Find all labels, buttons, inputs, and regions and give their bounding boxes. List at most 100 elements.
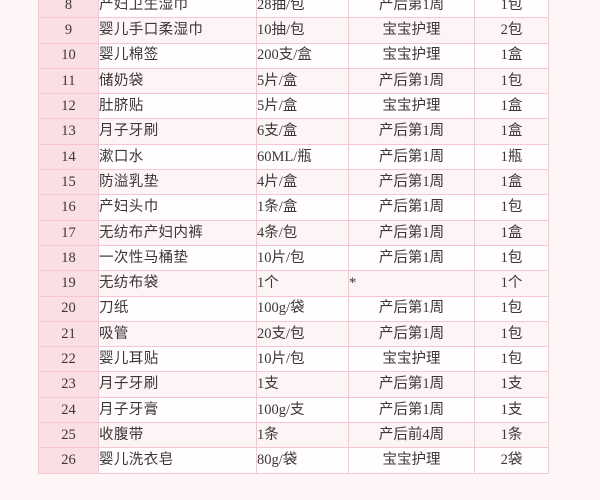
product-name-cell: 婴儿耳贴	[98, 346, 257, 373]
usage-timing-cell: 产后第1周	[348, 143, 475, 171]
usage-timing-cell: 产后第1周	[348, 219, 475, 246]
usage-timing-cell: 产后前4周	[348, 422, 475, 449]
usage-timing-cell: 产后第1周	[348, 194, 475, 221]
row-index-cell: 19	[38, 270, 99, 297]
usage-timing-cell: *	[348, 270, 475, 297]
product-name-cell: 月子牙刷	[98, 371, 257, 398]
quantity-cell: 1包	[474, 346, 549, 373]
quantity-cell: 1盒	[474, 42, 549, 69]
row-index-cell: 24	[38, 396, 99, 424]
table-row: 24 月子牙膏 100g/支 产后第1周 1支	[38, 396, 549, 424]
row-index-cell: 16	[38, 194, 99, 221]
quantity-cell: 1包	[474, 244, 549, 272]
table-row: 20 刀纸 100g/袋 产后第1周 1包	[38, 295, 549, 322]
usage-timing-cell: 产后第1周	[348, 118, 475, 145]
product-spec-cell: 5片/盒	[256, 67, 349, 95]
product-name-cell: 漱口水	[98, 143, 257, 171]
row-index-cell: 25	[38, 422, 99, 449]
row-index-cell: 17	[38, 219, 99, 246]
product-spec-cell: 20支/包	[256, 320, 349, 348]
product-table-body: 8 产妇卫生湿巾 28抽/包 产后第1周 1包 9 婴儿手口柔湿巾 10抽/包 宝宝护理 2包 10…	[38, 0, 549, 474]
quantity-cell: 1条	[474, 422, 549, 449]
product-name-cell: 储奶袋	[98, 67, 257, 95]
usage-timing-cell: 产后第1周	[348, 295, 475, 322]
usage-timing-cell: 产后第1周	[348, 396, 475, 424]
table-row: 14 漱口水 60ML/瓶 产后第1周 1瓶	[38, 143, 549, 171]
row-index-cell: 10	[38, 42, 99, 69]
row-index-cell: 23	[38, 371, 99, 398]
row-index-cell: 26	[38, 447, 99, 474]
usage-timing-cell: 宝宝护理	[348, 42, 475, 69]
product-spec-cell: 1条/盒	[256, 194, 349, 221]
table-row: 8 产妇卫生湿巾 28抽/包 产后第1周 1包	[38, 0, 549, 19]
product-spec-cell: 1个	[256, 270, 349, 297]
product-spec-cell: 80g/袋	[256, 447, 349, 474]
usage-timing-cell: 产后第1周	[348, 320, 475, 348]
table-row: 25 收腹带 1条 产后前4周 1条	[38, 422, 549, 449]
quantity-cell: 1支	[474, 396, 549, 424]
product-name-cell: 产妇头巾	[98, 194, 257, 221]
usage-timing-cell: 产后第1周	[348, 169, 475, 196]
quantity-cell: 1支	[474, 371, 549, 398]
usage-timing-cell: 产后第1周	[348, 244, 475, 272]
quantity-cell: 1包	[474, 67, 549, 95]
usage-timing-cell: 宝宝护理	[348, 346, 475, 373]
table-row: 12 肚脐贴 5片/盒 宝宝护理 1盒	[38, 93, 549, 120]
quantity-cell: 1包	[474, 320, 549, 348]
product-name-cell: 婴儿手口柔湿巾	[98, 17, 257, 44]
product-table-container: 8 产妇卫生湿巾 28抽/包 产后第1周 1包 9 婴儿手口柔湿巾 10抽/包 宝宝护理 2包 10…	[38, 0, 549, 474]
quantity-cell: 1盒	[474, 219, 549, 246]
usage-timing-cell: 宝宝护理	[348, 17, 475, 44]
product-name-cell: 月子牙膏	[98, 396, 257, 424]
quantity-cell: 1盒	[474, 118, 549, 145]
quantity-cell: 1瓶	[474, 143, 549, 171]
product-spec-cell: 4片/盒	[256, 169, 349, 196]
table-row: 22 婴儿耳贴 10片/包 宝宝护理 1包	[38, 346, 549, 373]
product-spec-cell: 6支/盒	[256, 118, 349, 145]
quantity-cell: 2包	[474, 17, 549, 44]
table-row: 16 产妇头巾 1条/盒 产后第1周 1包	[38, 194, 549, 221]
row-index-cell: 15	[38, 169, 99, 196]
product-name-cell: 防溢乳垫	[98, 169, 257, 196]
row-index-cell: 8	[38, 0, 99, 19]
product-name-cell: 无纺布袋	[98, 270, 257, 297]
table-row: 26 婴儿洗衣皂 80g/袋 宝宝护理 2袋	[38, 447, 549, 474]
product-spec-cell: 60ML/瓶	[256, 143, 349, 171]
product-name-cell: 婴儿棉签	[98, 42, 257, 69]
quantity-cell: 1包	[474, 295, 549, 322]
row-index-cell: 18	[38, 244, 99, 272]
product-name-cell: 一次性马桶垫	[98, 244, 257, 272]
row-index-cell: 20	[38, 295, 99, 322]
table-row: 21 吸管 20支/包 产后第1周 1包	[38, 320, 549, 348]
product-spec-cell: 10抽/包	[256, 17, 349, 44]
product-table: 8 产妇卫生湿巾 28抽/包 产后第1周 1包 9 婴儿手口柔湿巾 10抽/包 宝宝护理 2包 10…	[38, 0, 549, 474]
table-row: 11 储奶袋 5片/盒 产后第1周 1包	[38, 67, 549, 95]
row-index-cell: 22	[38, 346, 99, 373]
row-index-cell: 14	[38, 143, 99, 171]
product-spec-cell: 1条	[256, 422, 349, 449]
product-name-cell: 收腹带	[98, 422, 257, 449]
quantity-cell: 2袋	[474, 447, 549, 474]
table-row: 10 婴儿棉签 200支/盒 宝宝护理 1盒	[38, 42, 549, 69]
usage-timing-cell: 产后第1周	[348, 371, 475, 398]
quantity-cell: 1包	[474, 194, 549, 221]
table-row: 23 月子牙刷 1支 产后第1周 1支	[38, 371, 549, 398]
product-spec-cell: 1支	[256, 371, 349, 398]
table-row: 9 婴儿手口柔湿巾 10抽/包 宝宝护理 2包	[38, 17, 549, 44]
table-row: 18 一次性马桶垫 10片/包 产后第1周 1包	[38, 244, 549, 272]
usage-timing-cell: 宝宝护理	[348, 93, 475, 120]
product-name-cell: 肚脐贴	[98, 93, 257, 120]
product-spec-cell: 5片/盒	[256, 93, 349, 120]
table-row: 19 无纺布袋 1个 * 1个	[38, 270, 549, 297]
table-row: 13 月子牙刷 6支/盒 产后第1周 1盒	[38, 118, 549, 145]
product-name-cell: 月子牙刷	[98, 118, 257, 145]
row-index-cell: 12	[38, 93, 99, 120]
table-row: 17 无纺布产妇内裤 4条/包 产后第1周 1盒	[38, 219, 549, 246]
product-name-cell: 婴儿洗衣皂	[98, 447, 257, 474]
row-index-cell: 11	[38, 67, 99, 95]
quantity-cell: 1盒	[474, 93, 549, 120]
product-spec-cell: 10片/包	[256, 346, 349, 373]
quantity-cell: 1个	[474, 270, 549, 297]
usage-timing-cell: 产后第1周	[348, 67, 475, 95]
product-spec-cell: 10片/包	[256, 244, 349, 272]
